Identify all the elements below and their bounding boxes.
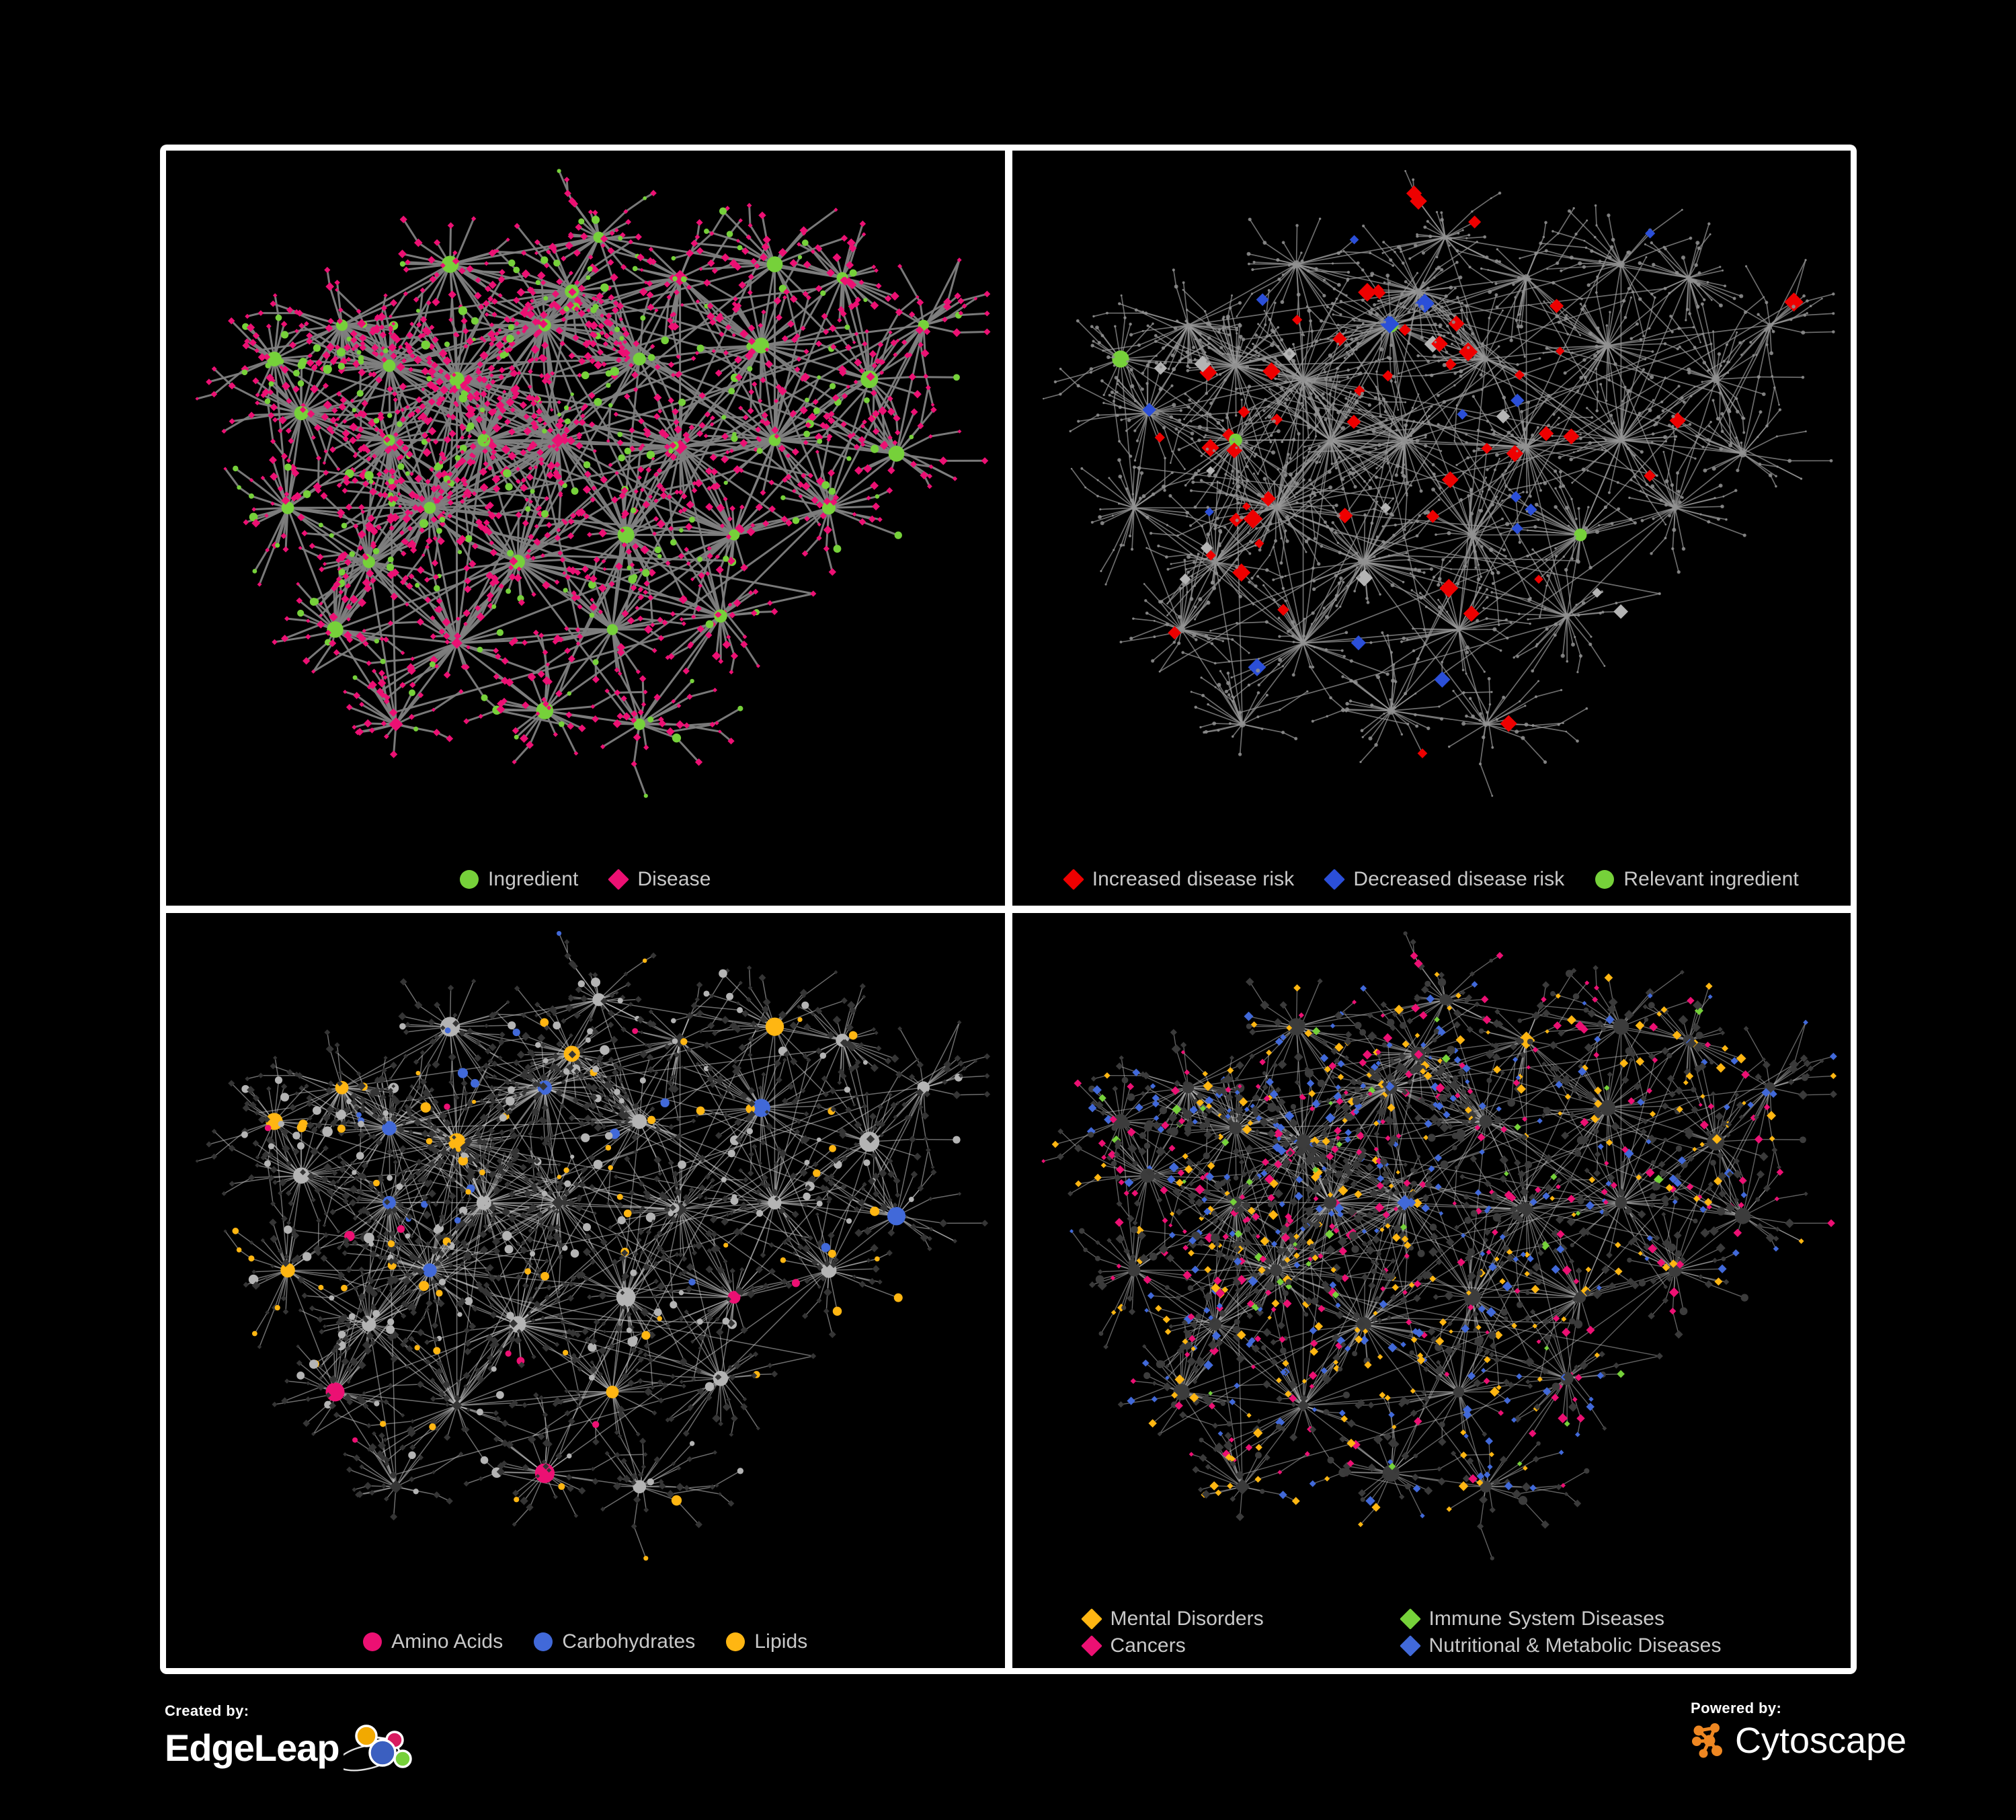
orange-diamond-icon <box>1080 1608 1102 1630</box>
blue-diamond-icon <box>1324 869 1346 890</box>
legend-label: Decreased disease risk <box>1353 868 1565 890</box>
magenta-diamond-icon <box>1080 1635 1102 1657</box>
orange-circle-icon <box>726 1632 745 1651</box>
edgeleap-logo-row[interactable]: EdgeLeap <box>165 1723 423 1774</box>
created-by-kicker: Created by: <box>165 1702 249 1719</box>
legend-item-decreased-risk[interactable]: Decreased disease risk <box>1324 868 1565 890</box>
panel-disease-risk[interactable]: Increased disease risk Decreased disease… <box>1012 151 1851 906</box>
blue-circle-icon <box>534 1632 553 1651</box>
legend-label: Cancers <box>1110 1634 1186 1657</box>
network-canvas-ingredient-classes[interactable] <box>166 913 1005 1668</box>
powered-by-kicker: Powered by: <box>1691 1700 1782 1716</box>
legend-label: Disease <box>637 868 711 890</box>
blue-diamond-icon <box>1399 1635 1421 1657</box>
legend-disease-classes: Mental Disorders Immune System Diseases … <box>1012 1608 1851 1657</box>
edgeleap-wordmark: EdgeLeap <box>165 1727 340 1769</box>
powered-by-block: Powered by: <box>1689 1700 1906 1762</box>
legend-item-ingredient[interactable]: Ingredient <box>459 868 579 890</box>
network-canvas-disease-risk[interactable] <box>1012 151 1851 906</box>
legend-label: Mental Disorders <box>1110 1608 1264 1630</box>
green-circle-icon <box>459 870 479 889</box>
legend-item-nutritional-metabolic[interactable]: Nutritional & Metabolic Diseases <box>1399 1635 1721 1657</box>
green-circle-icon <box>1595 870 1615 889</box>
cytoscape-logo-row[interactable]: Cytoscape <box>1689 1720 1906 1762</box>
magenta-diamond-icon <box>608 869 630 890</box>
created-by-block: Created by: EdgeLeap <box>165 1702 423 1774</box>
network-canvas-disease-classes[interactable] <box>1012 913 1851 1668</box>
magenta-circle-icon <box>363 1632 382 1651</box>
legend-label: Relevant ingredient <box>1623 868 1799 890</box>
footer-branding: Created by: EdgeLeap Powered by: <box>0 1681 2016 1820</box>
edgeleap-network-logo <box>343 1725 412 1772</box>
legend-label: Lipids <box>754 1630 808 1653</box>
panel-ingredient-disease[interactable]: Ingredient Disease <box>166 151 1005 906</box>
red-diamond-icon <box>1062 869 1084 890</box>
legend-ingredient-disease: Ingredient Disease <box>166 868 1005 890</box>
legend-label: Immune System Diseases <box>1428 1608 1665 1630</box>
legend-label: Ingredient <box>487 868 579 890</box>
legend-item-carbohydrates[interactable]: Carbohydrates <box>534 1632 695 1652</box>
legend-ingredient-classes: Amino Acids Carbohydrates Lipids <box>166 1632 1005 1652</box>
legend-item-increased-risk[interactable]: Increased disease risk <box>1062 868 1295 890</box>
legend-label: Increased disease risk <box>1092 868 1295 890</box>
legend-item-immune-system-diseases[interactable]: Immune System Diseases <box>1399 1608 1690 1630</box>
panel-disease-classes[interactable]: Mental Disorders Immune System Diseases … <box>1012 913 1851 1668</box>
network-canvas-ingredient-disease[interactable] <box>166 151 1005 906</box>
legend-item-lipids[interactable]: Lipids <box>726 1632 807 1652</box>
green-diamond-icon <box>1399 1608 1421 1630</box>
legend-label: Carbohydrates <box>562 1630 696 1653</box>
legend-item-cancers[interactable]: Cancers <box>1080 1634 1371 1657</box>
panel-ingredient-classes[interactable]: Amino Acids Carbohydrates Lipids <box>166 913 1005 1668</box>
legend-label: Nutritional & Metabolic Diseases <box>1428 1634 1722 1657</box>
legend-label: Amino Acids <box>391 1630 503 1653</box>
cytoscape-logo <box>1692 1723 1722 1758</box>
legend-item-mental-disorders[interactable]: Mental Disorders <box>1080 1608 1371 1630</box>
legend-item-amino-acids[interactable]: Amino Acids <box>363 1632 503 1652</box>
legend-item-relevant-ingredient[interactable]: Relevant ingredient <box>1595 868 1799 890</box>
legend-item-disease[interactable]: Disease <box>608 868 711 890</box>
panel-grid-frame: Ingredient Disease Increased disease ris… <box>160 145 1857 1674</box>
cytoscape-wordmark: Cytoscape <box>1735 1720 1907 1761</box>
legend-disease-risk: Increased disease risk Decreased disease… <box>1012 868 1851 890</box>
